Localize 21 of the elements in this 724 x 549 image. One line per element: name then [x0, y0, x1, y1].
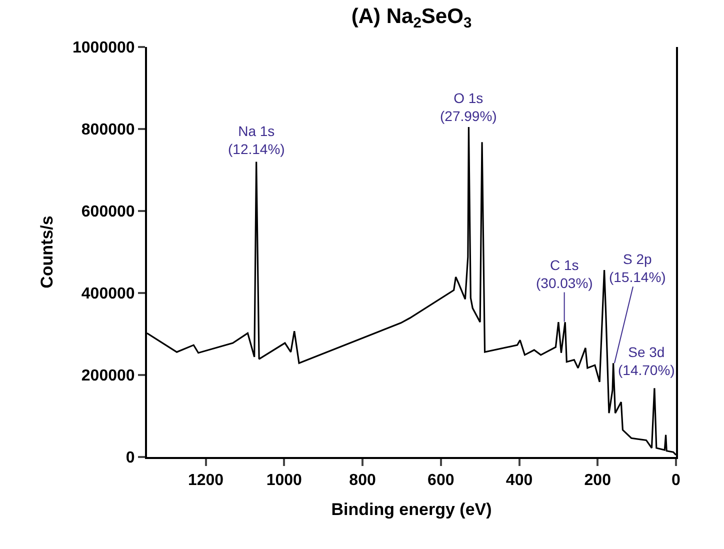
- chart-title: (A) Na$_{2}$SeO$_{3}$: [351, 4, 472, 32]
- x-tick-label: 200: [584, 472, 612, 490]
- x-axis-title: Binding energy (eV): [331, 500, 492, 520]
- y-tick-label: 200000: [81, 368, 135, 385]
- annotation: C 1s (30.03%): [536, 257, 593, 292]
- x-tick-label: 1200: [188, 472, 224, 490]
- y-tick-label: 1000000: [72, 40, 135, 57]
- x-tick-label: 400: [506, 472, 533, 490]
- x-tick-label: 600: [428, 472, 454, 490]
- annotation: Se 3d (14.70%): [618, 344, 675, 378]
- y-tick-label: 800000: [81, 122, 135, 139]
- annotation: Na 1s (12.14%): [228, 123, 285, 158]
- y-tick-label: 400000: [81, 286, 135, 303]
- y-axis-title: Counts/s: [38, 216, 57, 288]
- y-tick-label: 0: [126, 450, 135, 467]
- y-tick-label: 600000: [81, 204, 135, 221]
- annotation: O 1s (27.99%): [440, 90, 497, 124]
- x-tick-label: 1000: [266, 472, 302, 490]
- annotation: S 2p (15.14%): [609, 251, 666, 286]
- x-tick-label: 800: [349, 472, 376, 490]
- x-tick-label: 0: [672, 472, 681, 490]
